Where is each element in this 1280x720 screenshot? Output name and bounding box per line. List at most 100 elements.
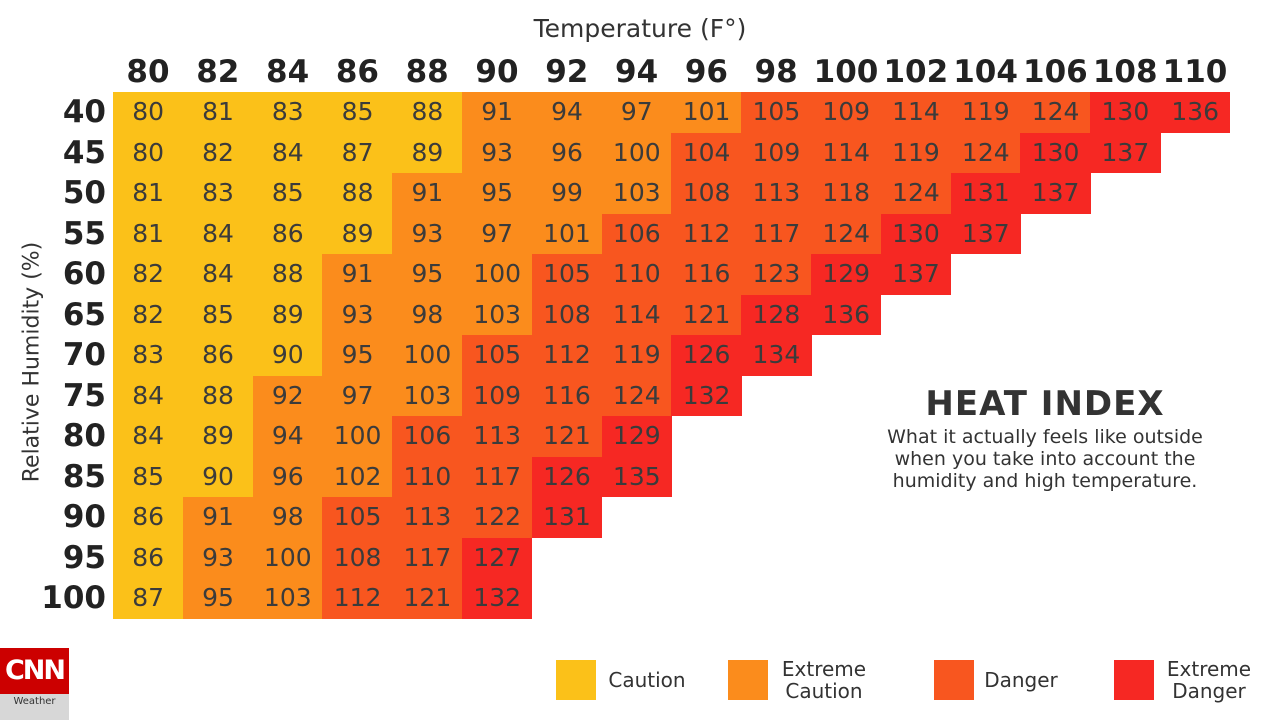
- heat-index-cell: 135: [601, 456, 672, 497]
- heat-index-cell: 137: [1020, 173, 1091, 214]
- heat-index-cell: 129: [601, 416, 672, 457]
- heat-index-cell: 83: [252, 92, 323, 133]
- heat-index-cell: 112: [322, 578, 393, 619]
- heat-index-cell: 131: [950, 173, 1021, 214]
- heat-index-cell: 123: [741, 254, 812, 295]
- chart-subtitle: What it actually feels like outside when…: [887, 426, 1203, 492]
- heat-index-cell: 84: [113, 416, 184, 457]
- heat-index-cell: 101: [531, 213, 603, 254]
- heat-index-cell: 103: [601, 173, 672, 214]
- heat-index-cell: 136: [811, 294, 882, 335]
- x-tick-label: 84: [266, 54, 310, 90]
- heat-index-cell: 129: [811, 254, 882, 295]
- heat-index-cell: 113: [741, 173, 812, 214]
- y-tick-label: 75: [62, 377, 106, 414]
- y-tick-label: 95: [62, 539, 106, 576]
- heat-index-cell: 121: [531, 416, 603, 457]
- heat-index-cell: 97: [322, 375, 393, 416]
- heat-index-cell: 137: [880, 254, 952, 295]
- x-tick-label: 108: [1092, 54, 1158, 90]
- heat-index-cell: 85: [322, 92, 393, 133]
- x-tick-label: 102: [883, 54, 949, 90]
- cnn-weather-logo: CNN Weather: [0, 648, 69, 720]
- legend-swatch-extreme-danger: [1114, 660, 1154, 700]
- heat-index-cell: 85: [182, 294, 254, 335]
- heat-index-cell: 93: [462, 132, 533, 173]
- x-tick-label: 106: [1023, 54, 1088, 90]
- y-tick-label: 70: [62, 337, 106, 373]
- y-tick-label: 40: [62, 94, 106, 130]
- heat-index-cell: 103: [392, 375, 463, 416]
- heat-index-cell: 117: [741, 213, 812, 254]
- heat-index-cell: 80: [113, 132, 184, 173]
- heat-index-cell: 95: [182, 578, 254, 619]
- x-tick-label: 80: [126, 54, 170, 90]
- heat-index-cell: 103: [252, 578, 323, 619]
- heat-index-cell: 81: [113, 213, 184, 254]
- y-tick-label: 85: [62, 458, 106, 495]
- legend-label-danger: Danger: [984, 668, 1058, 692]
- heat-index-cell: 106: [601, 213, 672, 254]
- heat-index-cell: 97: [601, 92, 672, 133]
- heat-index-cell: 102: [322, 456, 393, 497]
- heat-index-cell: 112: [671, 213, 742, 254]
- y-tick-label: 50: [62, 175, 106, 211]
- heat-index-cell: 134: [741, 335, 812, 376]
- heat-index-cell: 137: [1090, 132, 1161, 173]
- x-tick-label: 110: [1162, 54, 1228, 90]
- legend-swatch-caution: [556, 660, 596, 700]
- heat-index-cell: 80: [113, 92, 184, 133]
- heat-index-cell: 105: [531, 254, 603, 295]
- heat-index-cell: 88: [392, 92, 463, 133]
- heat-index-cell: 82: [113, 254, 184, 295]
- heat-index-cell: 97: [462, 213, 533, 254]
- heat-index-cell: 116: [531, 375, 603, 416]
- heat-index-cell: 100: [392, 335, 463, 376]
- heat-index-cell: 109: [741, 132, 812, 173]
- heat-index-cell: 98: [252, 497, 323, 538]
- heat-index-cell: 88: [322, 173, 393, 214]
- y-tick-label: 60: [62, 256, 106, 292]
- x-tick-label: 94: [615, 54, 659, 90]
- heat-index-cell: 100: [252, 537, 323, 578]
- heat-index-cell: 137: [950, 213, 1021, 254]
- heat-index-cell: 90: [182, 456, 254, 497]
- heat-index-cell: 91: [182, 497, 254, 538]
- legend-label-extreme-danger: Extreme Danger: [1166, 657, 1252, 703]
- heat-index-cell: 98: [392, 294, 463, 335]
- heat-index-cell: 113: [462, 416, 533, 457]
- heat-index-cell: 117: [392, 537, 463, 578]
- heat-index-cell: 119: [950, 92, 1021, 133]
- x-tick-label: 90: [475, 54, 519, 90]
- cnn-logo-mark: CNN: [0, 648, 69, 694]
- heat-index-cell: 86: [182, 335, 254, 376]
- y-tick-label: 100: [41, 580, 106, 616]
- heat-index-cell: 124: [950, 132, 1021, 173]
- heat-index-cell: 130: [1020, 132, 1091, 173]
- heat-index-cell: 93: [182, 537, 254, 578]
- y-tick-label: 55: [62, 215, 106, 252]
- heat-index-cell: 118: [811, 173, 882, 214]
- heat-index-cell: 89: [322, 213, 393, 254]
- legend-swatch-danger: [934, 660, 974, 700]
- heat-index-cell: 114: [811, 132, 882, 173]
- heat-index-cell: 109: [811, 92, 882, 133]
- heat-index-cell: 105: [462, 335, 533, 376]
- heat-index-cell: 91: [392, 173, 463, 214]
- heat-index-cell: 82: [113, 294, 184, 335]
- heat-index-cell: 128: [741, 294, 812, 335]
- heat-index-cell: 110: [392, 456, 463, 497]
- heat-index-cell: 108: [322, 537, 393, 578]
- heat-index-cell: 124: [880, 173, 952, 214]
- chart-title: HEAT INDEX: [925, 384, 1165, 424]
- heat-index-cell: 136: [1160, 92, 1231, 133]
- x-tick-label: 86: [335, 54, 379, 90]
- heat-index-cell: 108: [671, 173, 742, 214]
- heat-index-cell: 83: [113, 335, 184, 376]
- heat-index-cell: 124: [601, 375, 672, 416]
- heat-index-cell: 108: [531, 294, 603, 335]
- heat-index-cell: 121: [392, 578, 463, 619]
- heat-index-cell: 95: [322, 335, 393, 376]
- heat-index-cell: 130: [880, 213, 952, 254]
- x-tick-label: 100: [813, 54, 879, 90]
